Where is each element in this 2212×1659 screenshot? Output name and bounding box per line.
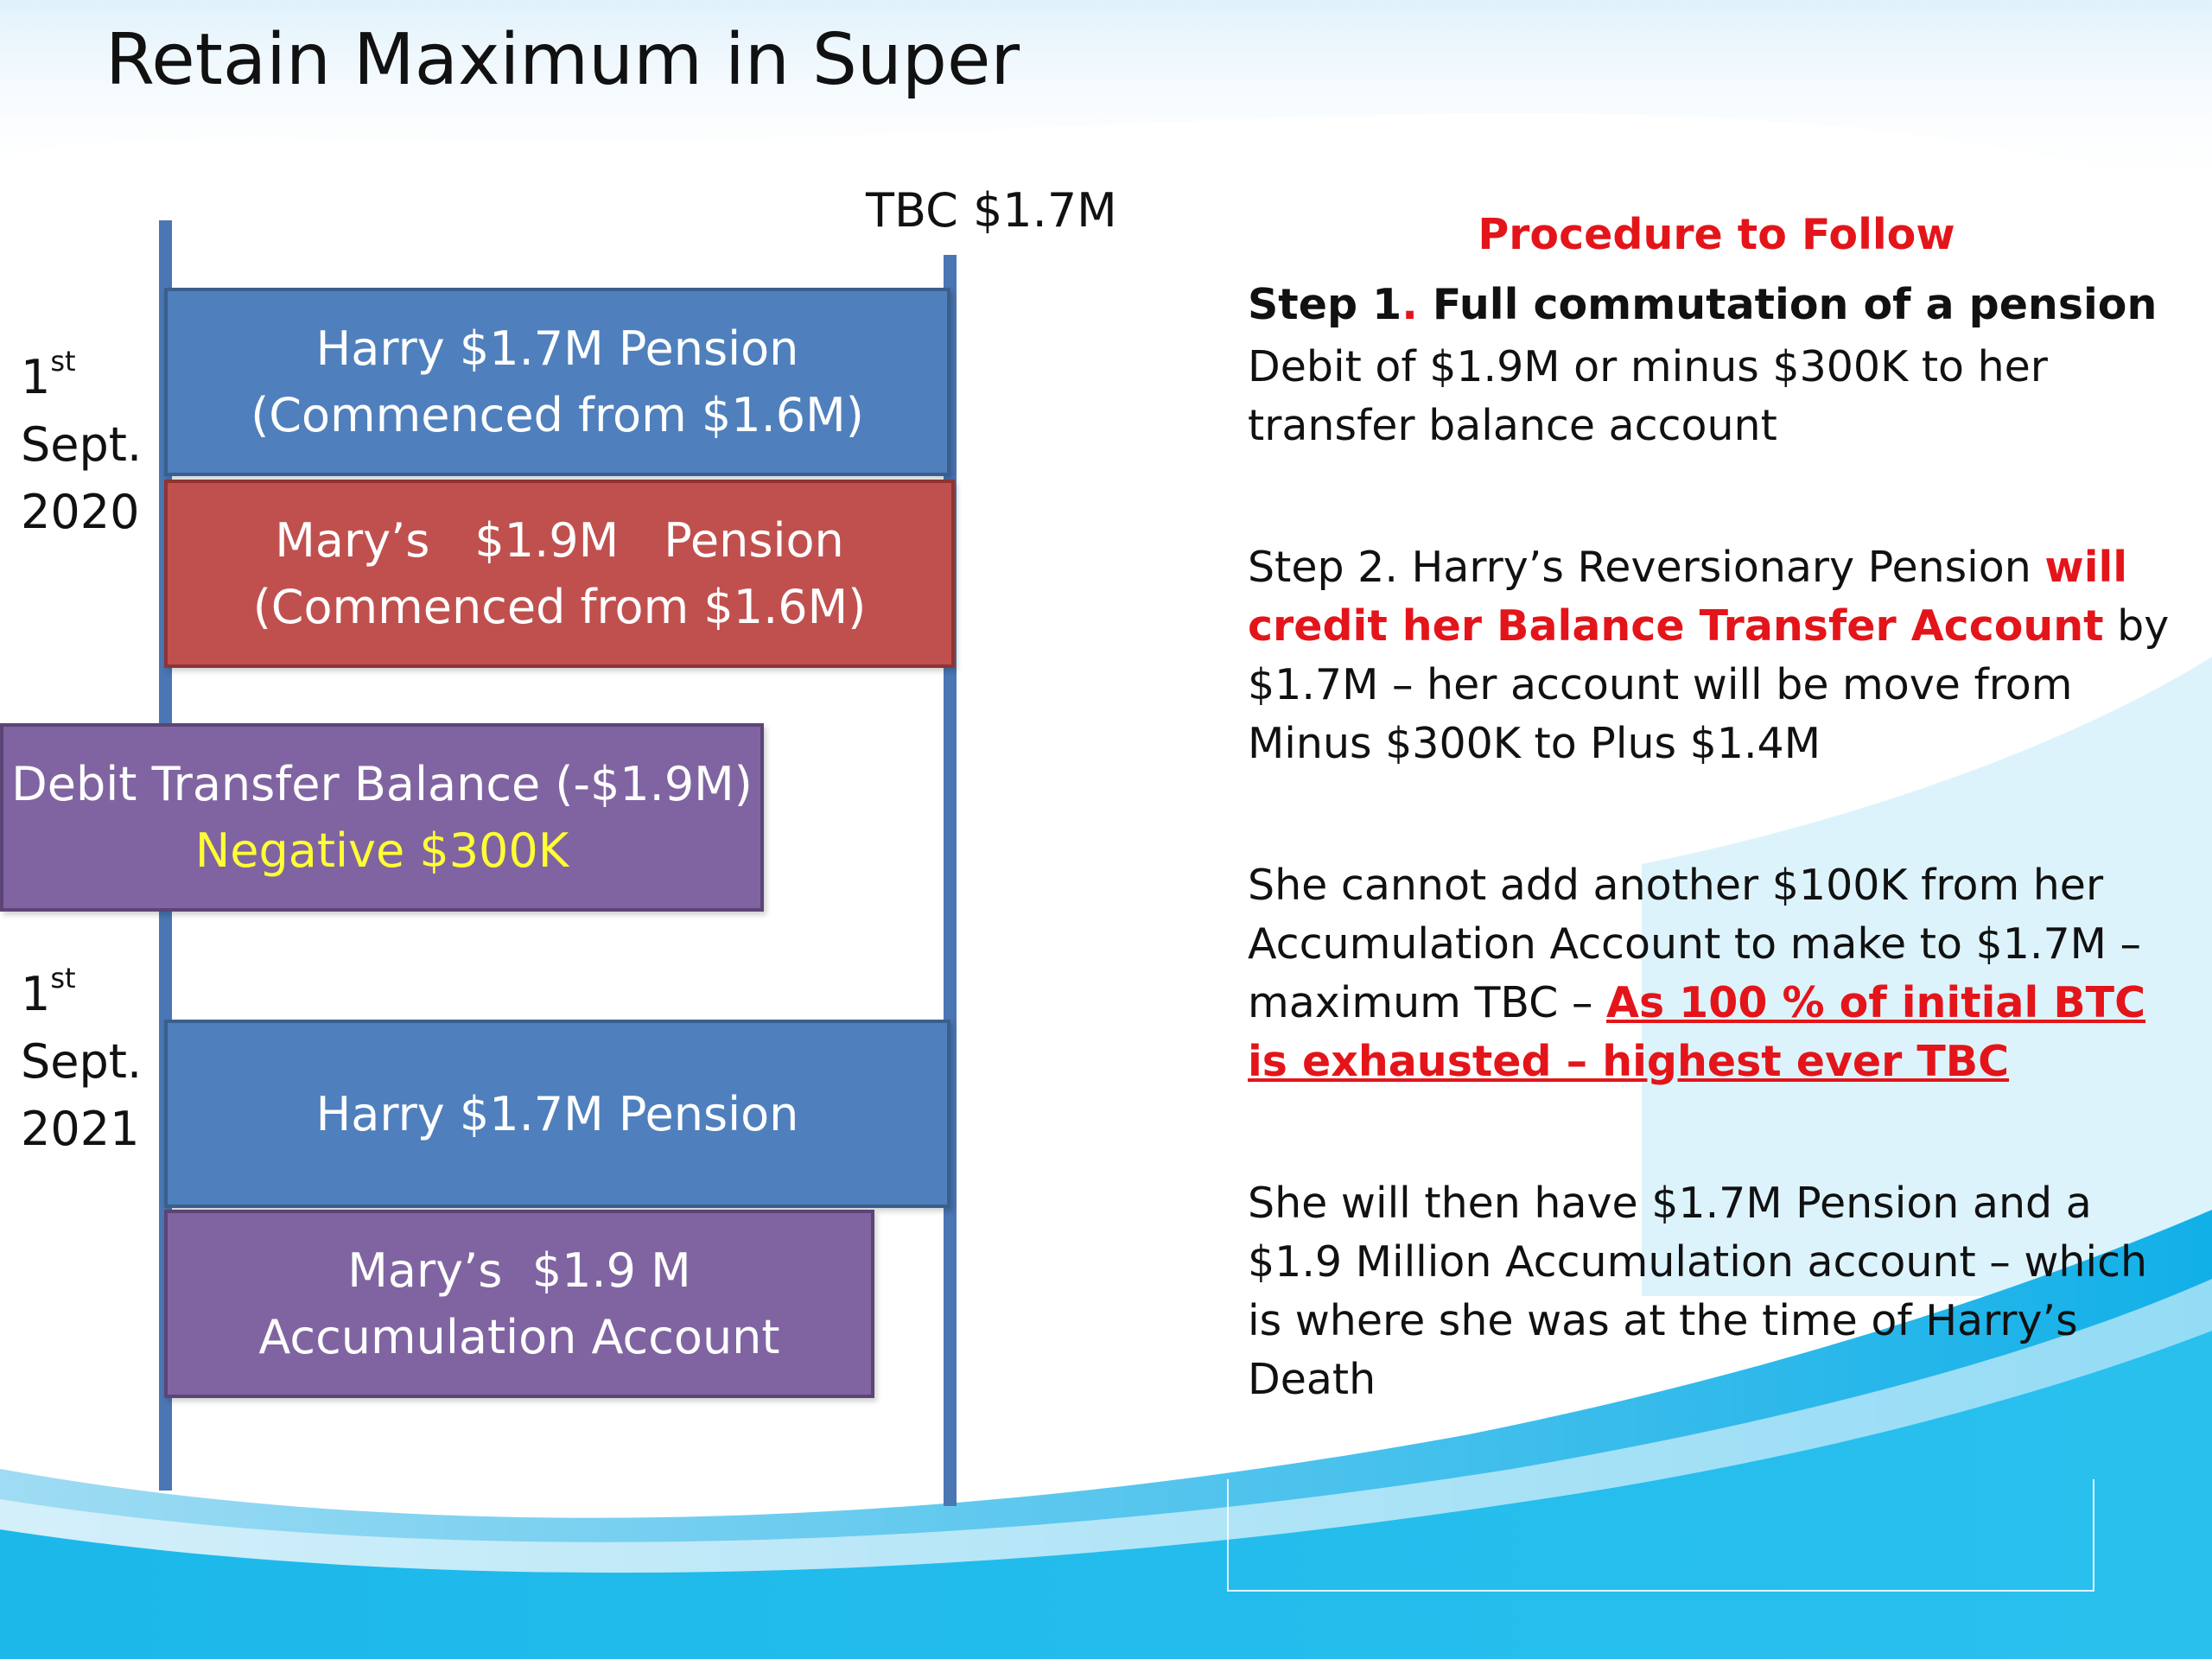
box-line: Mary’s $1.9M Pension bbox=[275, 507, 843, 574]
date-year: 2020 bbox=[21, 485, 140, 539]
date-day: 1 bbox=[21, 967, 51, 1021]
box-line: Accumulation Account bbox=[258, 1310, 780, 1364]
decorative-frame bbox=[1227, 1479, 2094, 1592]
procedure-panel: Procedure to Follow Step 1. Full commuta… bbox=[1248, 206, 2185, 1409]
procedure-heading: Procedure to Follow bbox=[1478, 210, 1955, 259]
step1-heading: Step 1. Full commutation of a pension bbox=[1248, 276, 2185, 334]
date-day: 1 bbox=[21, 350, 51, 404]
box-line: Debit Transfer Balance (-$1.9M) bbox=[11, 757, 753, 811]
box-line: Mary’s $1.9 M bbox=[347, 1243, 691, 1298]
date-label-2021: 1st Sept. 2021 bbox=[21, 961, 142, 1163]
date-label-2020: 1st Sept. 2020 bbox=[21, 344, 142, 546]
date-suffix: st bbox=[50, 962, 76, 995]
date-month: Sept. bbox=[21, 417, 143, 472]
para4-text: She will then have $1.7M Pension and a $… bbox=[1248, 1179, 2148, 1404]
harry-pension-2021-box: Harry $1.7M Pension bbox=[164, 1020, 950, 1208]
debit-transfer-box: Debit Transfer Balance (-$1.9M) Negative… bbox=[0, 723, 764, 912]
box-text: Pension bbox=[664, 513, 844, 568]
mary-accumulation-box: Mary’s $1.9 M Accumulation Account bbox=[164, 1210, 874, 1398]
step1-dot: . bbox=[1402, 280, 1418, 329]
para3-text: She cannot add another $100K from her Ac… bbox=[1248, 856, 2185, 1091]
box-line: (Commenced from $1.6M) bbox=[251, 388, 864, 442]
tbc-label: TBC $1.7M bbox=[866, 183, 1117, 238]
box-line: (Commenced from $1.6M) bbox=[252, 580, 867, 634]
step1-title: Full commutation of a pension bbox=[1417, 280, 2158, 329]
box-text: Mary’s bbox=[275, 513, 430, 568]
para3-highlight: As 100 % of initial BTC is exhausted – h… bbox=[1248, 978, 2146, 1086]
date-suffix: st bbox=[50, 345, 76, 378]
mary-pension-2020-box: Mary’s $1.9M Pension (Commenced from $1.6M… bbox=[164, 480, 955, 668]
step2-suffix: by $1.7M – her account will be move from… bbox=[1248, 601, 2170, 768]
harry-pension-2020-box: Harry $1.7M Pension (Commenced from $1.6… bbox=[164, 288, 950, 476]
step1-text: Debit of $1.9M or minus $300K to her tra… bbox=[1248, 342, 2048, 450]
para3-body: She cannot add another $100K from her Ac… bbox=[1248, 861, 2141, 1027]
step1-label: Step 1 bbox=[1248, 280, 1402, 329]
step2-highlight: will credit her Balance Transfer Account bbox=[1248, 543, 2128, 651]
step2-prefix: Step 2. Harry’s Reversionary Pension bbox=[1248, 543, 2045, 592]
date-month: Sept. bbox=[21, 1034, 143, 1089]
box-line: Harry $1.7M Pension bbox=[315, 321, 799, 376]
date-year: 2021 bbox=[21, 1102, 140, 1156]
box-text: $1.9M bbox=[474, 513, 620, 568]
slide-title: Retain Maximum in Super bbox=[105, 19, 1020, 101]
step2-text: Step 2. Harry’s Reversionary Pension wil… bbox=[1248, 538, 2185, 773]
negative-balance-text: Negative $300K bbox=[194, 823, 569, 878]
box-line: Harry $1.7M Pension bbox=[315, 1086, 799, 1141]
